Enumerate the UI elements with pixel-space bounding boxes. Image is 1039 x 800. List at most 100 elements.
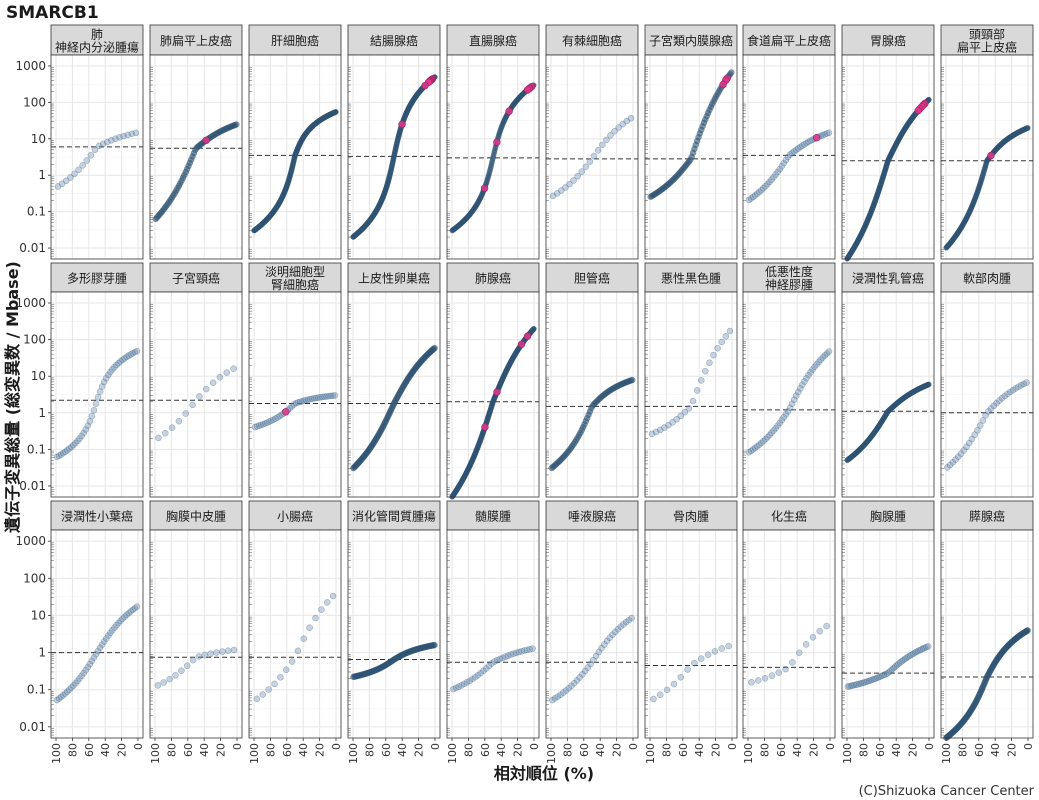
data-point xyxy=(323,599,331,606)
facet-panel: 子宮類内膜腺癌 xyxy=(644,24,738,260)
x-tick-label: 0 xyxy=(528,743,541,750)
x-tick-label: 0 xyxy=(824,743,837,750)
panel-border xyxy=(50,54,144,260)
data-point xyxy=(67,174,74,181)
data-point xyxy=(132,129,140,137)
data-point xyxy=(574,172,581,180)
x-tick-label: 40 xyxy=(198,743,211,757)
x-tick-label: 60 xyxy=(578,743,591,757)
data-point xyxy=(168,424,176,431)
data-point xyxy=(224,647,232,654)
data-point xyxy=(300,635,308,642)
facet-strip xyxy=(248,24,342,56)
x-tick-label: 0 xyxy=(429,743,442,750)
data-point xyxy=(586,158,594,165)
highlight-point xyxy=(719,80,727,89)
data-point xyxy=(172,671,179,679)
data-point xyxy=(431,641,438,649)
facet-label: 胸膜中皮腫 xyxy=(166,509,226,524)
data-point xyxy=(282,666,290,674)
x-tick-label: 100 xyxy=(742,743,755,764)
data-point xyxy=(112,135,119,143)
x-tick-label: 60 xyxy=(775,743,788,757)
data-point xyxy=(133,347,141,355)
facet-label: 浸潤性小葉癌 xyxy=(61,509,133,524)
data-point xyxy=(331,392,339,399)
y-tick-label: 1 xyxy=(38,168,46,182)
data-point xyxy=(294,647,302,655)
data-point xyxy=(120,132,127,140)
x-tick-label: 100 xyxy=(248,743,261,764)
data-point xyxy=(782,156,790,164)
highlight-point xyxy=(480,184,489,192)
data-point xyxy=(201,651,209,659)
data-point xyxy=(755,677,762,684)
x-tick-label: 60 xyxy=(479,743,492,757)
x-tick-label: 20 xyxy=(413,743,426,757)
data-point xyxy=(925,381,932,388)
data-point xyxy=(714,345,721,352)
data-point xyxy=(155,434,162,442)
x-tick-label: 40 xyxy=(890,743,903,757)
x-tick-label: 20 xyxy=(1006,743,1019,757)
data-point xyxy=(698,655,705,662)
data-point xyxy=(770,173,777,181)
panel-border xyxy=(248,54,342,260)
data-point xyxy=(627,114,635,122)
y-tick-label: 0.01 xyxy=(19,479,46,493)
x-tick-label: 80 xyxy=(956,743,969,757)
data-point xyxy=(702,367,709,375)
data-point xyxy=(162,429,169,437)
highlight-point xyxy=(481,423,489,431)
highlight-point xyxy=(421,81,429,90)
data-point xyxy=(789,659,796,666)
x-tick-label: 40 xyxy=(297,743,310,757)
x-tick-label: 0 xyxy=(627,743,640,750)
data-point xyxy=(79,162,86,169)
x-tick-label: 80 xyxy=(462,743,475,757)
facet-label: 軟部肉腫 xyxy=(963,271,1011,286)
panel-border xyxy=(446,54,540,260)
x-tick-label: 20 xyxy=(808,743,821,757)
data-point xyxy=(582,163,590,170)
x-axis-label: 相対順位 (%) xyxy=(494,764,594,783)
facet-panel: 有棘細胞癌 xyxy=(545,24,639,260)
highlight-point xyxy=(282,408,290,416)
data-point xyxy=(728,69,735,76)
x-tick-label: 0 xyxy=(132,743,145,750)
x-tick-label: 60 xyxy=(182,743,195,757)
data-point xyxy=(711,648,719,655)
facet-label: 胆管癌 xyxy=(574,271,610,286)
data-point xyxy=(124,131,131,139)
data-point xyxy=(756,188,763,196)
data-point xyxy=(549,192,557,200)
data-point xyxy=(306,624,313,631)
data-point xyxy=(253,695,261,703)
x-tick-label: 40 xyxy=(693,743,706,757)
facet-strip xyxy=(50,24,144,56)
facet-panel: 子宮頸癌 xyxy=(149,262,243,498)
x-tick-label: 80 xyxy=(264,743,277,757)
x-tick-label: 100 xyxy=(644,743,657,764)
data-point xyxy=(531,325,537,332)
facet-label: 有棘細胞癌 xyxy=(562,33,622,48)
facet-panel: 膵腺癌 100 80 60 40 20 0 xyxy=(940,500,1035,764)
y-tick-label: 0.1 xyxy=(27,205,46,219)
data-point xyxy=(825,348,833,355)
data-point xyxy=(529,645,536,652)
data-point xyxy=(189,401,196,409)
data-point xyxy=(726,327,734,335)
data-point xyxy=(216,374,224,381)
facet-panel: 骨肉腫 100 80 60 40 20 0 xyxy=(644,500,739,764)
data-point xyxy=(128,130,136,138)
facet-panel: 肝細胞癌 xyxy=(248,24,342,260)
data-point xyxy=(753,190,761,197)
facet-strip xyxy=(149,24,243,56)
facet-panel: 消化管間質腫瘍 100 80 60 40 20 0 xyxy=(347,500,442,764)
data-point xyxy=(277,674,284,681)
data-point xyxy=(926,96,932,103)
data-point xyxy=(223,369,230,376)
x-tick-label: 80 xyxy=(561,743,574,757)
data-point xyxy=(75,166,82,174)
